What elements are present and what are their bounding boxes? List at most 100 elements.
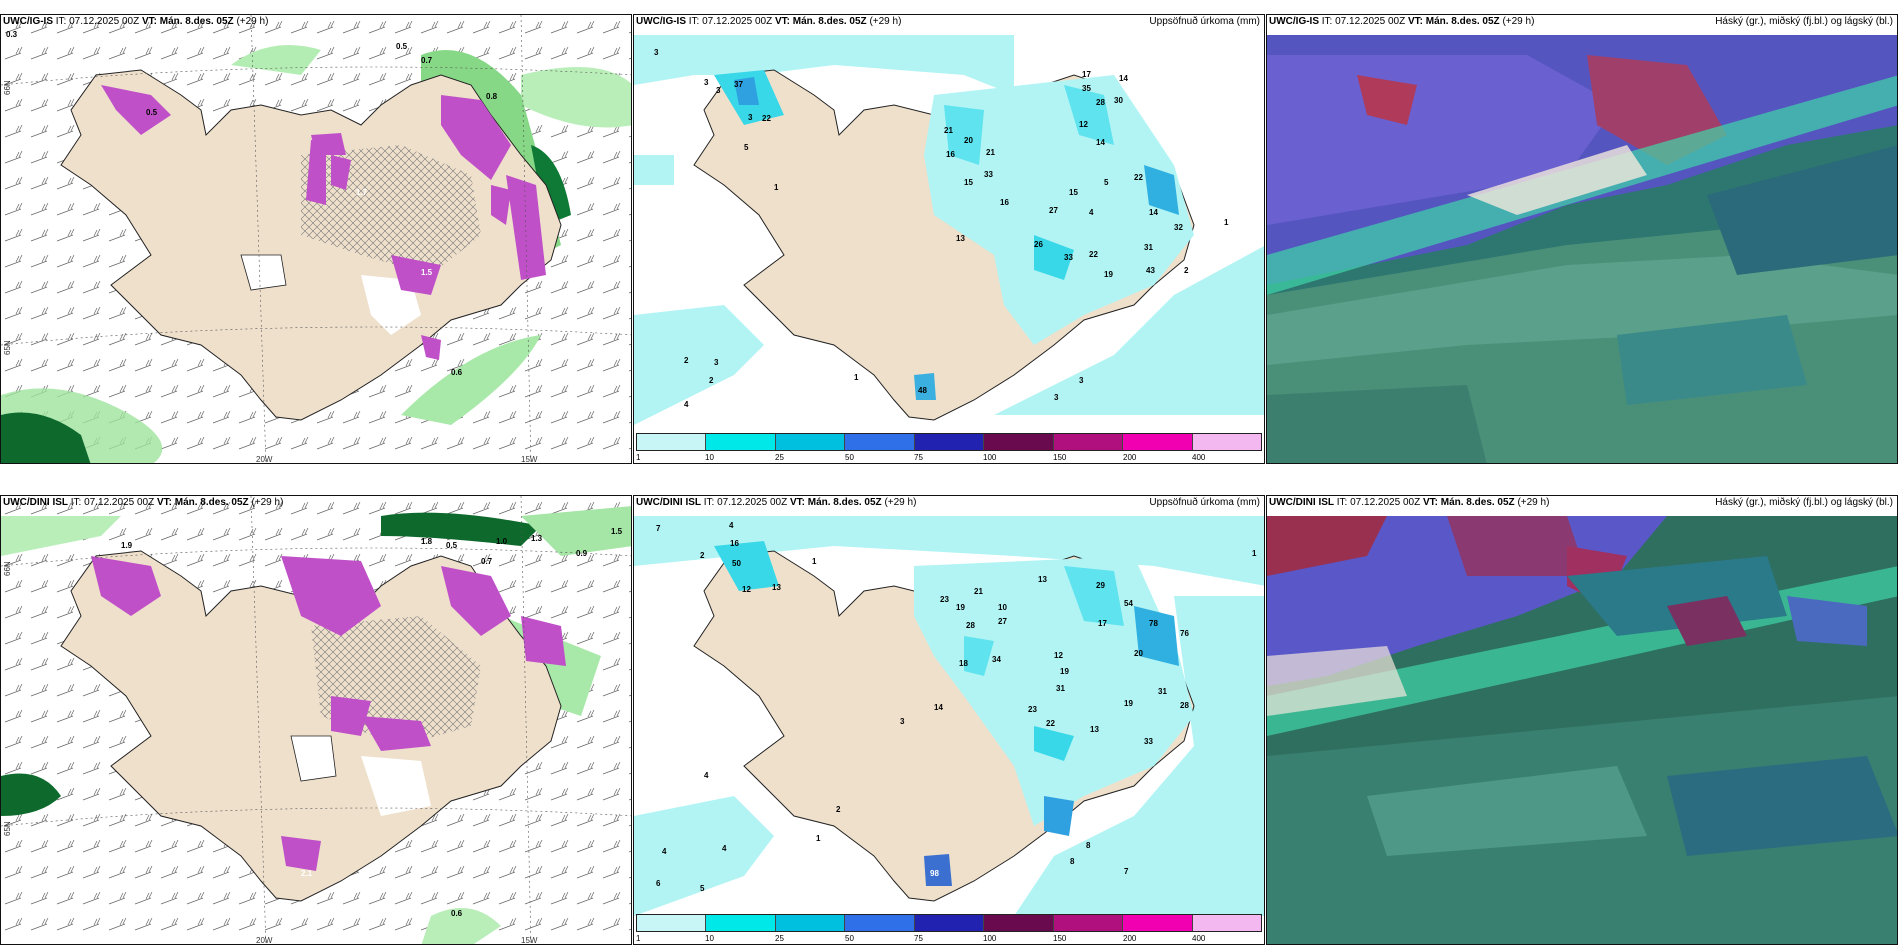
colorbar-tick: 100 bbox=[983, 453, 997, 462]
colorbar-bin bbox=[637, 915, 707, 931]
precip-label: 20 bbox=[964, 136, 973, 145]
precip-label: 2 bbox=[709, 376, 714, 385]
precip-label: 14 bbox=[1149, 208, 1158, 217]
precip-label: 32 bbox=[1174, 223, 1183, 232]
precip-label: 37 bbox=[734, 80, 743, 89]
colorbar-tick: 50 bbox=[845, 934, 854, 943]
panel-title: UWC/IG-IS IT: 07.12.2025 00Z VT: Mán. 8.… bbox=[3, 16, 269, 27]
precip-label: 5 bbox=[744, 143, 749, 152]
lat-label: 65N bbox=[3, 340, 12, 355]
colorbar-bin bbox=[984, 915, 1054, 931]
precip-label: 33 bbox=[984, 170, 993, 179]
lat-label: 65N bbox=[3, 821, 12, 836]
precip-label: 3 bbox=[1079, 376, 1084, 385]
colorbar-tick: 75 bbox=[914, 453, 923, 462]
wind-label: 0.9 bbox=[576, 549, 588, 558]
precip-label: 4 bbox=[704, 771, 709, 780]
precip-label: 5 bbox=[1104, 178, 1109, 187]
colorbar-tick: 10 bbox=[705, 453, 714, 462]
colorbar-tick: 25 bbox=[775, 453, 784, 462]
precip-label: 3 bbox=[748, 113, 753, 122]
precip-label: 1 bbox=[816, 834, 821, 843]
colorbar-tick: 50 bbox=[845, 453, 854, 462]
precip-label: 34 bbox=[992, 655, 1001, 664]
colorbar-bin bbox=[1192, 915, 1261, 931]
precip-labels-top: 3 3 3 37 22 5 1 3 21 20 21 16 15 33 16 1… bbox=[654, 48, 1229, 409]
precip-label: 17 bbox=[1098, 619, 1107, 628]
precip-label: 28 bbox=[966, 621, 975, 630]
precip-label: 12 bbox=[1079, 120, 1088, 129]
precip-label: 1 bbox=[812, 557, 817, 566]
lat-label: 66N bbox=[3, 80, 12, 95]
colorbar-bin bbox=[845, 915, 915, 931]
precip-label: 14 bbox=[1119, 74, 1128, 83]
precip-label: 4 bbox=[684, 400, 689, 409]
precip-label: 15 bbox=[964, 178, 973, 187]
wind-map-bottom: 1.9 1.8 0.5 1.0 1.3 0.9 0.7 0.6 1.5 2.1 bbox=[1, 496, 631, 944]
precip-label: 14 bbox=[1096, 138, 1105, 147]
colorbar-tick: 200 bbox=[1123, 934, 1137, 943]
precip-label: 13 bbox=[1038, 575, 1047, 584]
precip-label: 3 bbox=[714, 358, 719, 367]
precip-labels-bottom: 7 4 2 16 50 12 13 1 23 19 21 28 10 27 34… bbox=[656, 521, 1257, 893]
wind-label: 0.5 bbox=[396, 42, 408, 51]
colorbar-tick: 150 bbox=[1053, 453, 1067, 462]
precip-label: 98 bbox=[930, 869, 939, 878]
precip-label: 3 bbox=[716, 86, 721, 95]
cloud-panel-bottom: UWC/DINI ISL IT: 07.12.2025 00Z VT: Mán.… bbox=[1266, 495, 1898, 945]
wind-label: 0.7 bbox=[481, 557, 493, 566]
wind-label: 1.3 bbox=[531, 534, 543, 543]
precip-label: 27 bbox=[998, 617, 1007, 626]
colorbar-bin bbox=[637, 434, 707, 450]
wind-panel-top: UWC/IG-IS IT: 07.12.2025 00Z VT: Mán. 8.… bbox=[0, 14, 632, 464]
precip-label: 1 bbox=[1224, 218, 1229, 227]
wind-label: 1.5 bbox=[611, 527, 623, 536]
wind-label: 0.7 bbox=[421, 56, 433, 65]
colorbar-bin bbox=[914, 434, 985, 450]
precip-panel-bottom: UWC/DINI ISL IT: 07.12.2025 00Z VT: Mán.… bbox=[633, 495, 1265, 945]
colorbar-tick: 10 bbox=[705, 934, 714, 943]
precip-label: 2 bbox=[1184, 266, 1189, 275]
precip-label: 50 bbox=[732, 559, 741, 568]
precip-label: 48 bbox=[918, 386, 927, 395]
colorbar-tick: 400 bbox=[1192, 453, 1206, 462]
wind-label: 1.5 bbox=[421, 268, 433, 277]
precip-label: 33 bbox=[1064, 253, 1073, 262]
cloud-map-top bbox=[1267, 35, 1897, 463]
cloud-title: Háský (gr.), miðský (fj.bl.) og lágský (… bbox=[1715, 497, 1893, 508]
precip-label: 23 bbox=[1028, 705, 1037, 714]
precip-label: 20 bbox=[1134, 649, 1143, 658]
panel-title: UWC/DINI ISL IT: 07.12.2025 00Z VT: Mán.… bbox=[1269, 497, 1550, 508]
colorbar-bin bbox=[1123, 915, 1193, 931]
wind-map-top: 0.5 0.7 0.8 1.7 1.5 0.6 0.5 0.3 bbox=[1, 15, 631, 463]
precip-label: 31 bbox=[1144, 243, 1153, 252]
wind-label: 0.3 bbox=[6, 30, 18, 39]
precip-label: 15 bbox=[1069, 188, 1078, 197]
precip-label: 28 bbox=[1096, 98, 1105, 107]
precip-label: 16 bbox=[946, 150, 955, 159]
precip-label: 27 bbox=[1049, 206, 1058, 215]
panel-title: UWC/DINI ISL IT: 07.12.2025 00Z VT: Mán.… bbox=[636, 497, 917, 508]
precip-label: 12 bbox=[1054, 651, 1063, 660]
precip-label: 12 bbox=[742, 585, 751, 594]
colorbar-bin bbox=[706, 915, 776, 931]
wind-label: 2.1 bbox=[301, 869, 313, 878]
precip-label: 31 bbox=[1056, 684, 1065, 693]
precip-label: 8 bbox=[1070, 857, 1075, 866]
wind-label: 1.9 bbox=[121, 541, 133, 550]
precip-label: 18 bbox=[959, 659, 968, 668]
colorbar-tick: 200 bbox=[1123, 453, 1137, 462]
wind-label: 0.5 bbox=[146, 108, 158, 117]
precip-label: 2 bbox=[684, 356, 689, 365]
colorbar-bin bbox=[1053, 434, 1124, 450]
precip-label: 3 bbox=[654, 48, 659, 57]
precip-label: 19 bbox=[956, 603, 965, 612]
precip-label: 4 bbox=[729, 521, 734, 530]
precip-title: Uppsöfnuð úrkoma (mm) bbox=[1149, 497, 1260, 508]
wind-label: 1.0 bbox=[496, 537, 508, 546]
colorbar-bin bbox=[1123, 434, 1193, 450]
colorbar-bin bbox=[845, 434, 915, 450]
precip-label: 28 bbox=[1180, 701, 1189, 710]
colorbar-tick: 75 bbox=[914, 934, 923, 943]
precip-label: 16 bbox=[730, 539, 739, 548]
